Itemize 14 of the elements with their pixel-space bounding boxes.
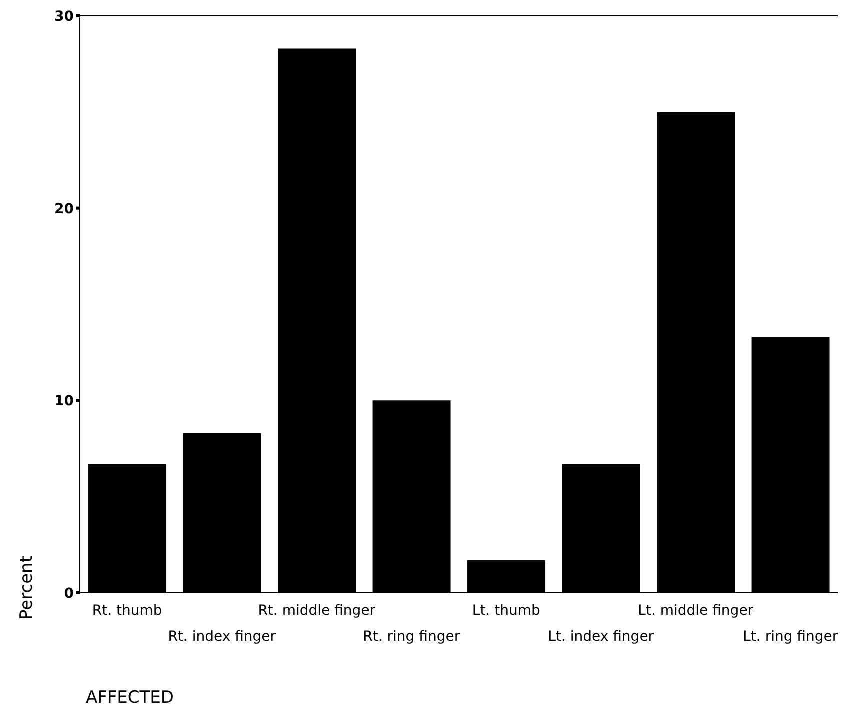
y-axis-title: Percent bbox=[17, 556, 37, 620]
x-tick-label: Rt. thumb bbox=[92, 603, 162, 619]
y-tick-label: 30 bbox=[54, 8, 74, 25]
x-axis-title: AFFECTED bbox=[86, 688, 174, 708]
y-tick-label: 10 bbox=[54, 394, 74, 410]
y-tick-label: 0 bbox=[64, 586, 74, 602]
x-tick-label: Lt. middle finger bbox=[638, 603, 754, 619]
x-tick-label: Lt. ring finger bbox=[743, 629, 838, 645]
y-tick-label: 20 bbox=[54, 201, 74, 218]
x-tick-label: Rt. ring finger bbox=[363, 629, 460, 645]
x-tick-label: Lt. thumb bbox=[472, 603, 540, 619]
x-tick-label: Rt. index finger bbox=[168, 629, 276, 645]
x-tick-label: Lt. index finger bbox=[548, 629, 654, 645]
x-tick-label: Rt. middle finger bbox=[258, 603, 376, 619]
